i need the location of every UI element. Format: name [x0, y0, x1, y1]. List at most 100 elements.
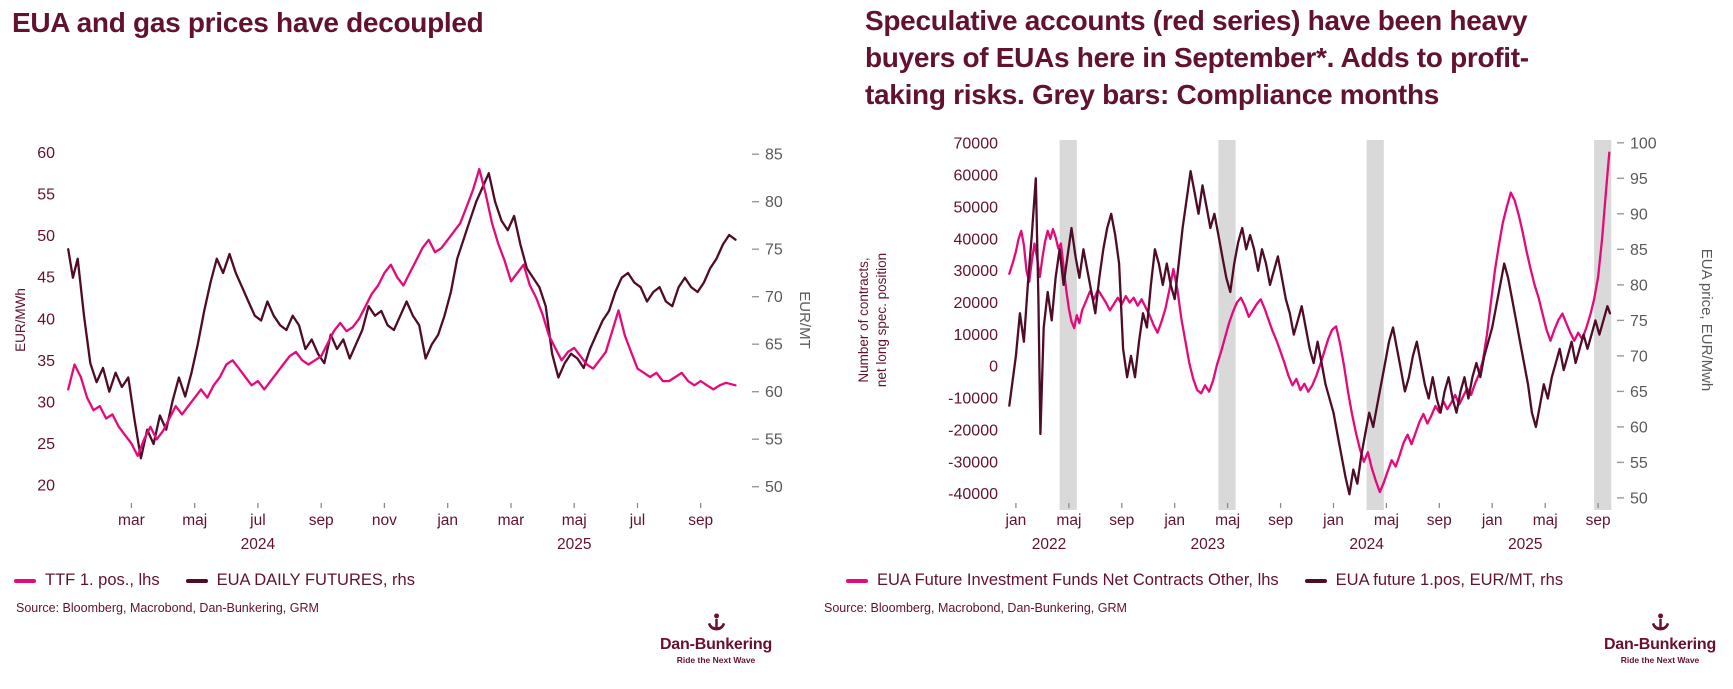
svg-text:65: 65: [1630, 384, 1648, 401]
svg-text:70000: 70000: [954, 136, 999, 153]
line-chart-right: 70000 60000 50000 40000 30000 20000 10000 0 -100…: [856, 135, 1715, 553]
svg-text:70: 70: [1630, 348, 1648, 365]
svg-text:jan: jan: [1481, 512, 1503, 529]
svg-text:net long spec. position: net long spec. position: [874, 253, 889, 387]
svg-text:jan: jan: [1163, 512, 1185, 529]
svg-text:60: 60: [765, 384, 783, 401]
svg-text:55: 55: [765, 432, 783, 449]
svg-text:sep: sep: [309, 512, 334, 529]
svg-text:jan: jan: [436, 512, 458, 529]
svg-text:10000: 10000: [954, 327, 999, 344]
legend-item: TTF 1. pos., lhs: [14, 571, 160, 590]
svg-text:2025: 2025: [1508, 536, 1542, 553]
legend-swatch-pink: [14, 578, 36, 583]
svg-text:55: 55: [1630, 455, 1648, 472]
svg-text:20000: 20000: [954, 295, 999, 312]
svg-text:90: 90: [1630, 206, 1648, 223]
svg-text:-20000: -20000: [948, 422, 998, 439]
svg-text:85: 85: [765, 147, 783, 164]
svg-text:maj: maj: [182, 512, 207, 529]
svg-text:-30000: -30000: [948, 454, 998, 471]
legend-swatch-pink: [846, 578, 868, 583]
svg-text:2024: 2024: [1349, 536, 1384, 553]
svg-text:60: 60: [37, 145, 55, 162]
logo-tagline: Ride the Next Wave: [1620, 655, 1700, 665]
svg-text:-10000: -10000: [948, 391, 998, 408]
legend: TTF 1. pos., lhs EUA DAILY FUTURES, rhs: [14, 571, 415, 590]
svg-text:55: 55: [37, 187, 55, 204]
dan-bunkering-logo: Dan-Bunkering Ride the Next Wave: [1595, 612, 1725, 665]
svg-text:maj: maj: [1533, 512, 1558, 529]
svg-text:60000: 60000: [954, 168, 999, 185]
svg-text:95: 95: [1630, 171, 1648, 188]
legend-item: EUA Future Investment Funds Net Contract…: [846, 571, 1279, 590]
logo-tagline: Ride the Next Wave: [676, 655, 756, 665]
logo-wordmark: Dan-Bunkering: [659, 636, 773, 653]
svg-text:75: 75: [765, 242, 783, 259]
svg-text:sep: sep: [1109, 512, 1134, 529]
source-text: Source: Bloomberg, Macrobond, Dan-Bunker…: [16, 601, 319, 615]
svg-text:maj: maj: [562, 512, 587, 529]
svg-text:2024: 2024: [241, 536, 276, 553]
legend-label: TTF 1. pos., lhs: [45, 571, 160, 589]
svg-text:maj: maj: [1374, 512, 1399, 529]
chart-title-right: Speculative accounts (red series) have b…: [865, 5, 1529, 110]
svg-text:50: 50: [37, 228, 55, 245]
svg-text:2025: 2025: [557, 536, 591, 553]
svg-text:30: 30: [37, 394, 55, 411]
svg-text:EUR/MT: EUR/MT: [796, 291, 813, 349]
svg-text:maj: maj: [1215, 512, 1240, 529]
svg-text:80: 80: [765, 194, 783, 211]
svg-text:65: 65: [765, 337, 783, 354]
legend-item: EUA future 1.pos, EUR/MT, rhs: [1304, 571, 1564, 590]
legend: EUA Future Investment Funds Net Contract…: [846, 571, 1563, 590]
svg-text:jan: jan: [1322, 512, 1344, 529]
legend-item: EUA DAILY FUTURES, rhs: [185, 571, 415, 590]
svg-text:-40000: -40000: [948, 486, 998, 503]
legend-label: EUA DAILY FUTURES, rhs: [216, 571, 415, 589]
svg-text:mar: mar: [118, 512, 145, 529]
svg-text:jul: jul: [249, 512, 266, 529]
svg-text:50000: 50000: [954, 199, 999, 216]
svg-text:sep: sep: [1268, 512, 1293, 529]
anchor-icon: [1651, 613, 1669, 631]
svg-text:2022: 2022: [1032, 536, 1066, 553]
svg-text:2023: 2023: [1191, 536, 1225, 553]
svg-text:30000: 30000: [954, 263, 999, 280]
svg-text:80: 80: [1630, 277, 1648, 294]
svg-text:20: 20: [37, 478, 55, 495]
svg-text:40000: 40000: [954, 231, 999, 248]
svg-text:maj: maj: [1056, 512, 1081, 529]
svg-text:sep: sep: [1586, 512, 1611, 529]
svg-text:50: 50: [1630, 490, 1648, 507]
svg-text:35: 35: [37, 353, 55, 370]
legend-swatch-dark: [1304, 578, 1327, 583]
chart-panel-right: Speculative accounts (red series) have b…: [808, 0, 1733, 689]
chart-title-left: EUA and gas prices have decoupled: [12, 7, 484, 38]
svg-text:75: 75: [1630, 313, 1648, 330]
svg-text:45: 45: [37, 270, 55, 287]
logo-wordmark: Dan-Bunkering: [1603, 636, 1717, 653]
svg-text:EUA price, EUR/Mwh: EUA price, EUR/Mwh: [1698, 249, 1715, 392]
dan-bunkering-logo: Dan-Bunkering Ride the Next Wave: [651, 612, 781, 665]
svg-text:sep: sep: [1427, 512, 1452, 529]
svg-text:EUR/MWh: EUR/MWh: [13, 288, 28, 352]
svg-text:60: 60: [1630, 419, 1648, 436]
legend-label: EUA future 1.pos, EUR/MT, rhs: [1335, 571, 1564, 589]
svg-text:nov: nov: [372, 512, 397, 529]
svg-text:50: 50: [765, 479, 783, 496]
svg-text:sep: sep: [688, 512, 713, 529]
source-text: Source: Bloomberg, Macrobond, Dan-Bunker…: [824, 601, 1127, 615]
anchor-icon: [707, 613, 725, 631]
svg-text:jan: jan: [1005, 512, 1027, 529]
legend-swatch-dark: [185, 578, 208, 583]
svg-text:0: 0: [989, 359, 998, 376]
svg-text:Number of contracts,: Number of contracts,: [856, 257, 871, 382]
svg-text:70: 70: [765, 289, 783, 306]
chart-panel-left: EUA and gas prices have decoupled 20 25 30…: [0, 0, 813, 689]
legend-label: EUA Future Investment Funds Net Contract…: [877, 571, 1279, 589]
svg-text:100: 100: [1630, 135, 1657, 152]
svg-text:jul: jul: [629, 512, 646, 529]
